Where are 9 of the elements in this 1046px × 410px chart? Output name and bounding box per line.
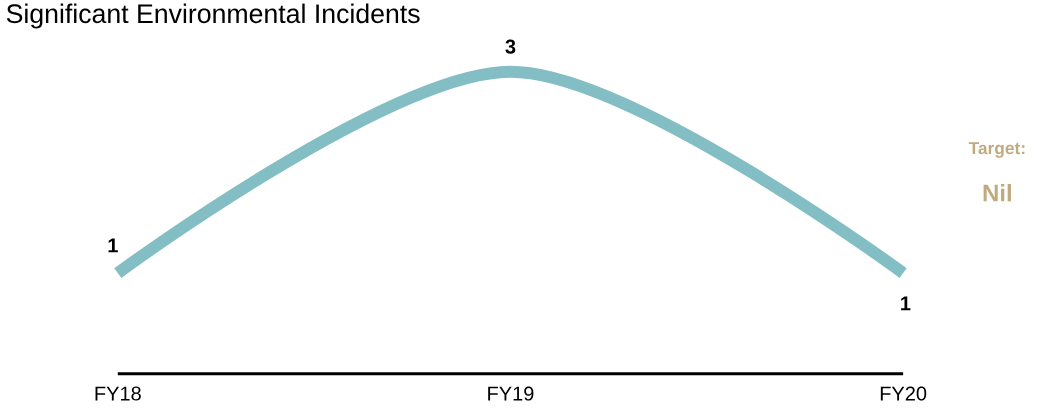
x-tick-label: FY20 bbox=[880, 386, 927, 401]
annotation: Nil bbox=[983, 183, 1011, 202]
data-label: 3 bbox=[505, 39, 516, 54]
data-label: 1 bbox=[108, 238, 118, 253]
x-tick-label: FY19 bbox=[488, 386, 534, 401]
chart-title: Significant Environmental Incidents bbox=[6, 3, 420, 29]
annotation: Target: bbox=[968, 142, 1025, 158]
x-tick-label: FY18 bbox=[95, 386, 141, 401]
data-label: 1 bbox=[901, 296, 911, 311]
